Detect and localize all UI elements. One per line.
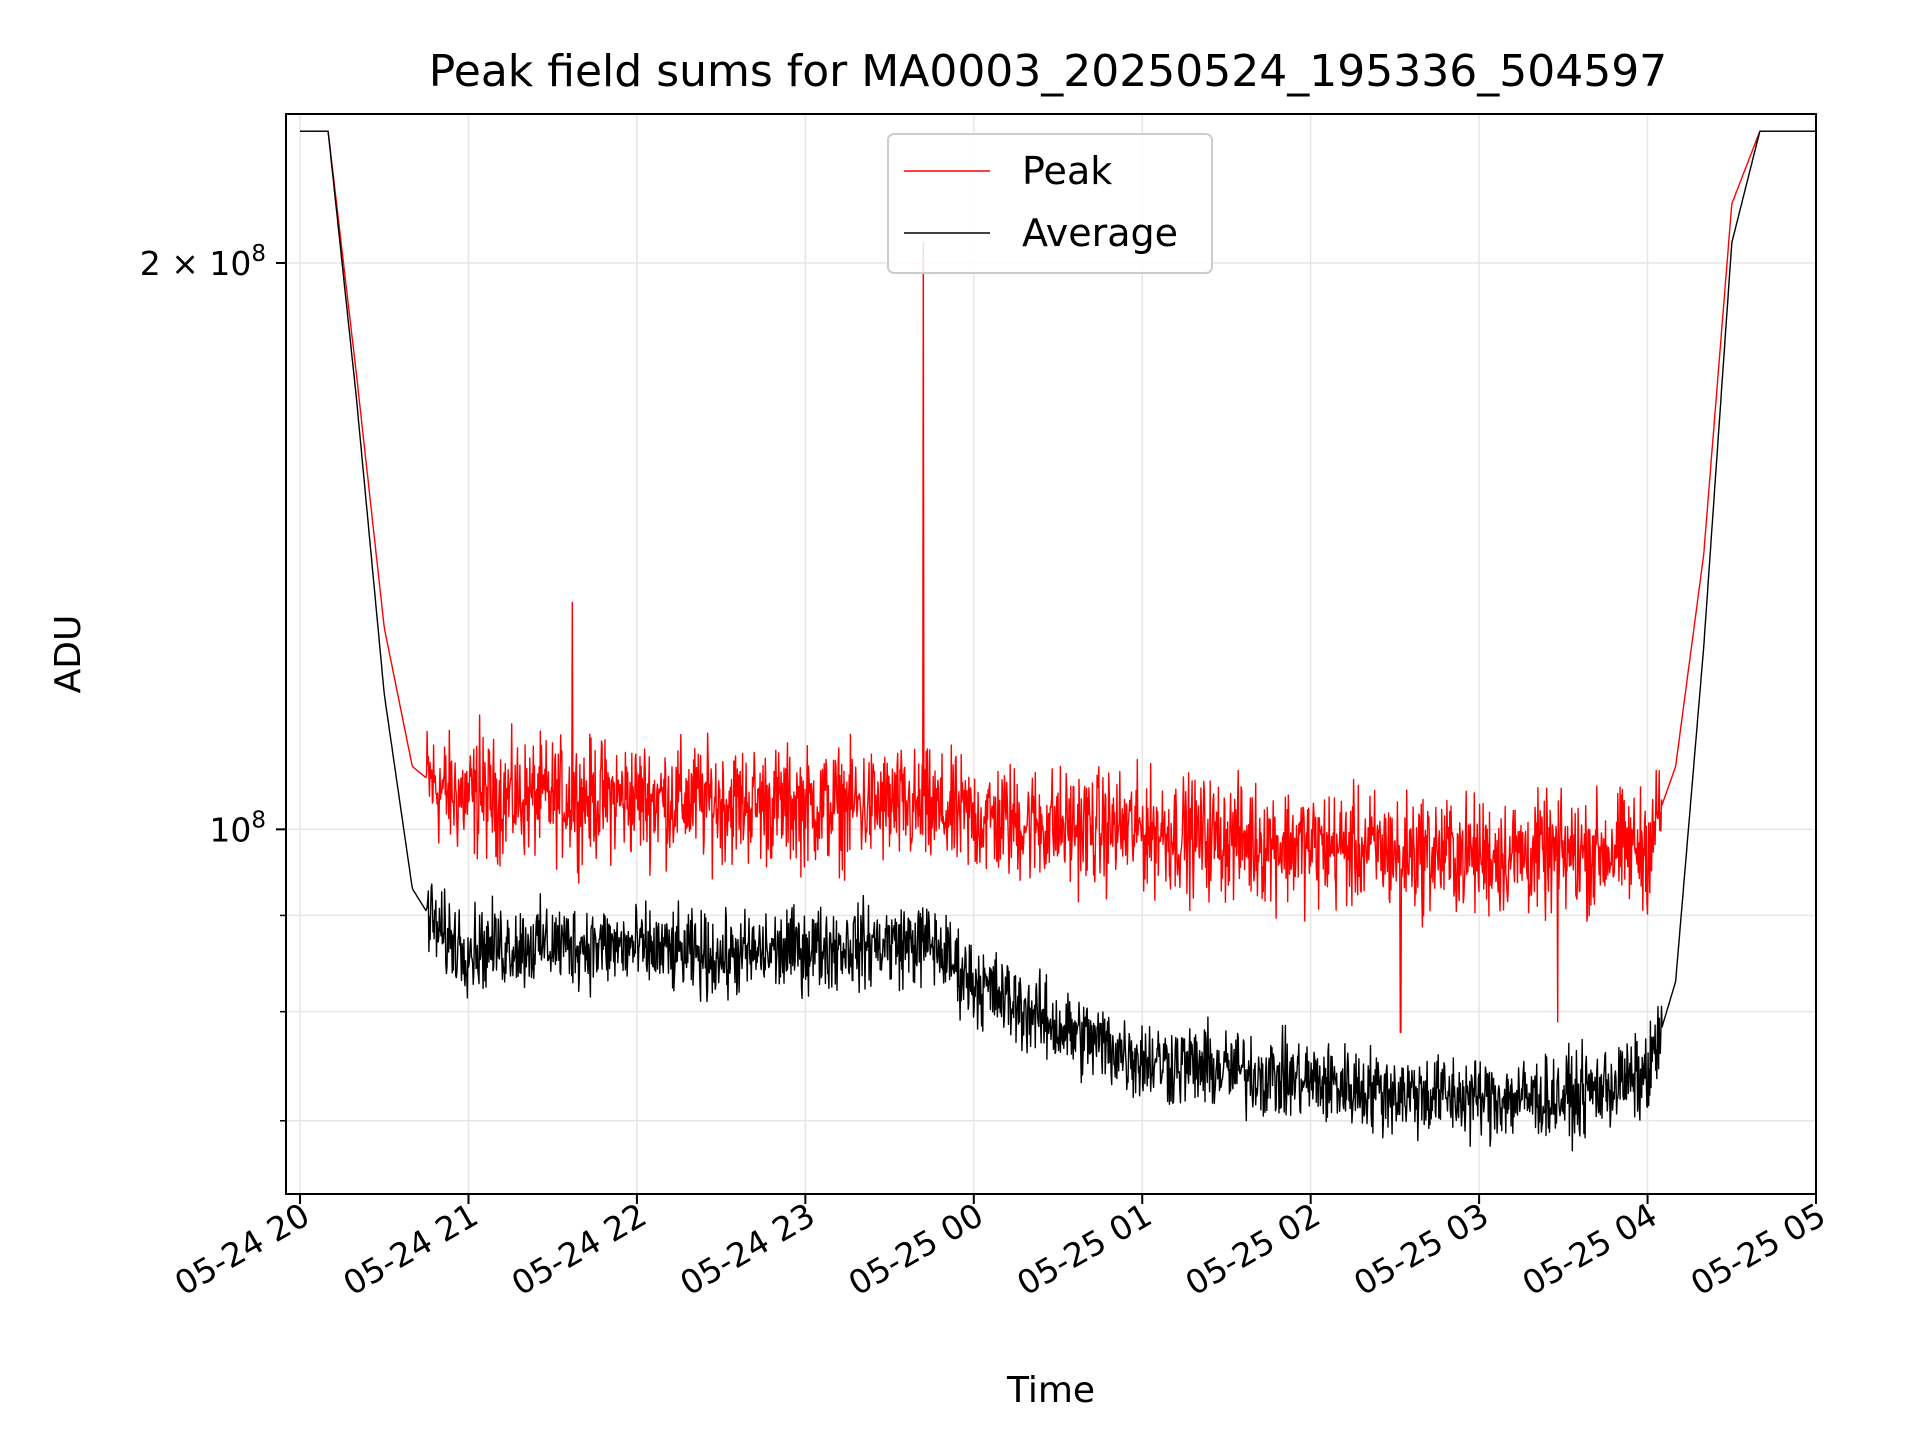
legend-label-peak: Peak [1022,149,1112,193]
chart-title: Peak field sums for MA0003_20250524_1953… [429,46,1667,97]
legend: Peak Average [887,133,1213,274]
legend-label-average: Average [1022,211,1178,255]
x-axis-label: Time [1006,1370,1095,1411]
series-layer [299,130,1816,1152]
y-tick-label: 2 × 108 [140,241,266,283]
legend-box [887,133,1213,274]
series-average-line [299,130,1816,1152]
plot-frame [285,113,1817,1195]
series-peak-line [299,130,1816,1034]
y-axis-label: ADU [48,615,89,694]
